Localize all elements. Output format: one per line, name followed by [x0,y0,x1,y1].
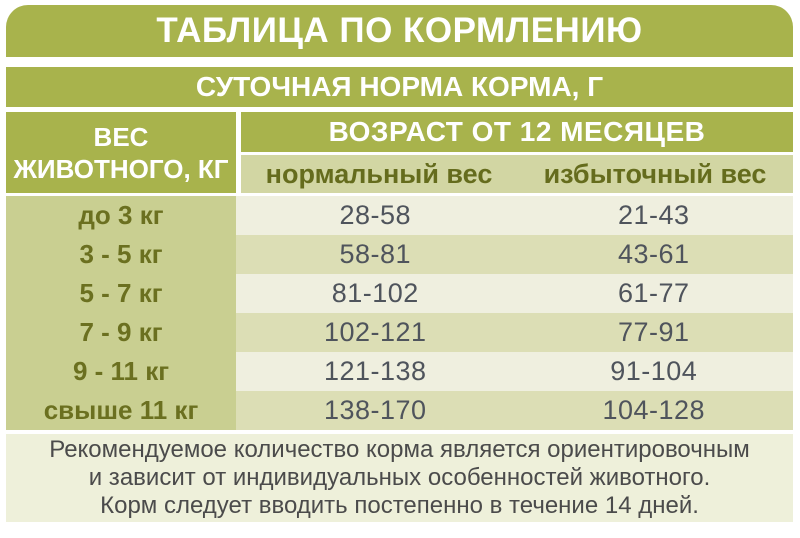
col-header-weight-line1: ВЕС [93,121,149,152]
table-sheet: ТАБЛИЦА ПО КОРМЛЕНИЮ СУТОЧНАЯ НОРМА КОРМ… [6,5,793,522]
row-normal-value: 81-102 [236,274,515,313]
row-overweight-value: 104-128 [514,391,793,430]
row-normal-value: 121-138 [236,352,515,391]
subheader-divider [241,152,793,155]
table-row: 9 - 11 кг 121-138 91-104 [6,352,793,391]
page-title: ТАБЛИЦА ПО КОРМЛЕНИЮ [156,11,643,50]
row-overweight-value: 21-43 [514,196,793,235]
row-overweight-value: 61-77 [514,274,793,313]
row-weight-label: до 3 кг [6,196,236,235]
row-overweight-value: 77-91 [514,313,793,352]
table-header: ВЕС ЖИВОТНОГО, КГ ВОЗРАСТ ОТ 12 МЕСЯЦЕВ … [6,112,793,193]
row-normal-value: 58-81 [236,235,515,274]
col-header-weight-line2: ЖИВОТНОГО, КГ [13,153,229,184]
footer-note-line3: Корм следует вводить постепенно в течени… [100,492,699,519]
table-row: 5 - 7 кг 81-102 61-77 [6,274,793,313]
table-body: до 3 кг 28-58 21-43 3 - 5 кг 58-81 43-61… [6,196,793,430]
subtitle: СУТОЧНАЯ НОРМА КОРМА, Г [195,71,604,102]
row-overweight-value: 43-61 [514,235,793,274]
col-header-normal-weight: нормальный вес [265,158,493,189]
col-header-overweight: избыточный вес [543,158,767,189]
footer-note-line1: Рекомендуемое количество корма является … [49,436,750,463]
row-weight-label: 5 - 7 кг [6,274,236,313]
sub-header-row: нормальный вес избыточный вес [241,155,793,193]
col-header-animal-weight: ВЕС ЖИВОТНОГО, КГ [6,112,236,193]
row-weight-label: 3 - 5 кг [6,235,236,274]
table-row: 3 - 5 кг 58-81 43-61 [6,235,793,274]
col-group-header-age: ВОЗРАСТ ОТ 12 МЕСЯЦЕВ [241,112,793,152]
age-header-group: ВОЗРАСТ ОТ 12 МЕСЯЦЕВ нормальный вес изб… [241,112,793,193]
table-row: до 3 кг 28-58 21-43 [6,196,793,235]
table-row: свыше 11 кг 138-170 104-128 [6,391,793,430]
row-overweight-value: 91-104 [514,352,793,391]
row-normal-value: 138-170 [236,391,515,430]
title-bar: ТАБЛИЦА ПО КОРМЛЕНИЮ [6,5,793,57]
row-weight-label: свыше 11 кг [6,391,236,430]
footer-note-line2: и зависит от индивидуальных особенностей… [88,464,711,491]
footer-note: Рекомендуемое количество корма является … [6,434,793,522]
row-weight-label: 9 - 11 кг [6,352,236,391]
table-row: 7 - 9 кг 102-121 77-91 [6,313,793,352]
subtitle-bar: СУТОЧНАЯ НОРМА КОРМА, Г [6,67,793,107]
row-normal-value: 28-58 [236,196,515,235]
header-divider [236,112,241,193]
row-normal-value: 102-121 [236,313,515,352]
row-weight-label: 7 - 9 кг [6,313,236,352]
